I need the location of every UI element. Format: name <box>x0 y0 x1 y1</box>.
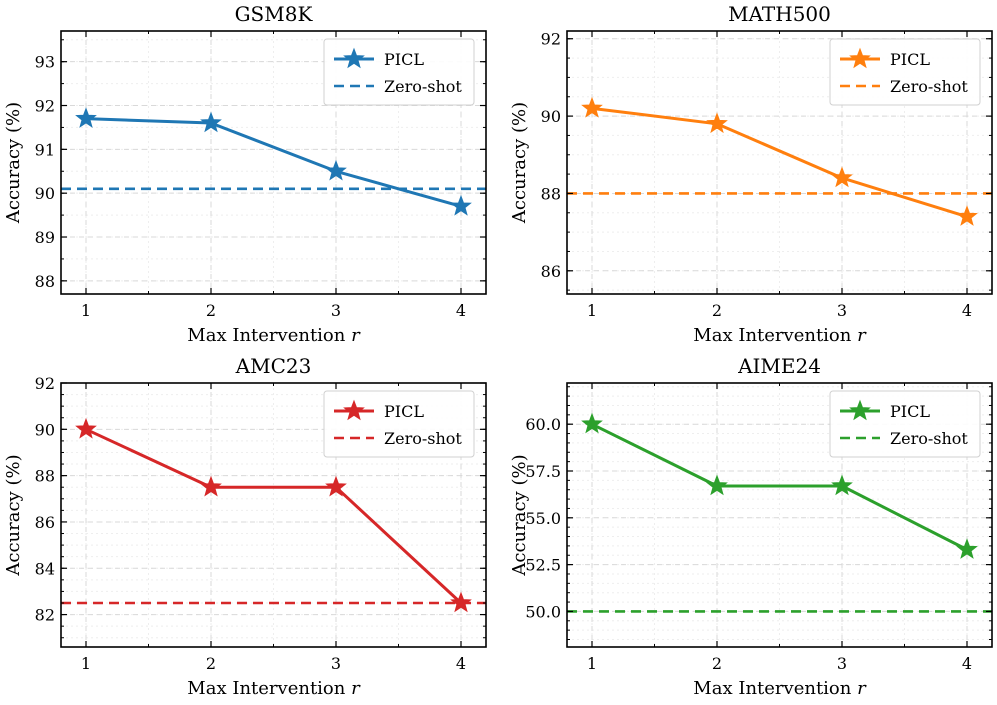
x-tick-label: 2 <box>206 654 216 673</box>
y-tick-label: 92 <box>35 374 55 393</box>
picl-series-line <box>85 117 462 208</box>
x-tick-label: 3 <box>837 654 847 673</box>
x-tick-label: 1 <box>81 301 91 320</box>
chart-title: MATH500 <box>728 2 831 26</box>
x-tick-label: 1 <box>587 654 597 673</box>
panel-math500: 1 2 3 4 86 88 90 92 MATH500 Max Intervention r Acc… <box>509 2 993 346</box>
y-tick-label: 90 <box>541 107 561 126</box>
y-tick-label: 92 <box>35 97 55 116</box>
x-tick-label: 4 <box>456 301 466 320</box>
y-tick-label: 88 <box>541 184 561 203</box>
picl-point-marker <box>450 591 472 613</box>
legend-picl-star-icon <box>343 399 365 421</box>
y-tick-label: 57.5 <box>525 462 561 481</box>
x-axis-label: Max Intervention r <box>693 325 867 346</box>
legend: PICL Zero-shot <box>829 390 981 458</box>
y-tick-label: 60.0 <box>525 415 561 434</box>
x-tick-label: 3 <box>837 301 847 320</box>
x-tick-label: 2 <box>712 301 722 320</box>
y-tick-label: 50.0 <box>525 602 561 621</box>
x-tick-label: 2 <box>206 301 216 320</box>
x-tick-label: 1 <box>81 654 91 673</box>
chart-title: AMC23 <box>235 354 312 378</box>
x-tick-label: 4 <box>456 654 466 673</box>
x-tick-label: 3 <box>331 301 341 320</box>
chart-title: GSM8K <box>235 2 314 26</box>
y-tick-label: 52.5 <box>525 556 561 575</box>
picl-point-marker <box>956 205 978 226</box>
legend-zero-shot-label: Zero-shot <box>384 429 462 448</box>
legend-picl-label: PICL <box>890 50 930 69</box>
picl-point-marker <box>325 475 347 497</box>
x-tick-label: 3 <box>331 654 341 673</box>
y-tick-label: 89 <box>35 228 55 247</box>
y-tick-label: 90 <box>35 184 55 203</box>
picl-point-marker <box>325 159 347 181</box>
y-axis-label: Accuracy (%) <box>509 454 530 576</box>
legend-picl-label: PICL <box>384 402 424 421</box>
legend: PICL Zero-shot <box>829 38 981 106</box>
picl-series-line <box>85 427 463 605</box>
picl-point-marker <box>450 194 472 216</box>
panel-aime24: 1 2 3 4 50.0 52.5 55.0 57.5 60.0 AIME24 Max Interv… <box>509 354 993 699</box>
panel-amc23: 1 2 3 4 82 84 86 88 90 92 AMC23 Max Intervention r A… <box>3 354 487 699</box>
picl-point-marker <box>831 166 853 188</box>
legend-picl-star-icon <box>849 47 871 69</box>
y-tick-label: 91 <box>35 140 55 159</box>
x-tick-label: 2 <box>712 654 722 673</box>
picl-point-marker <box>831 474 853 496</box>
picl-point-marker <box>706 474 728 496</box>
picl-point-marker <box>75 107 97 128</box>
picl-point-marker <box>200 111 222 133</box>
y-tick-label: 88 <box>35 272 55 291</box>
picl-series-line <box>591 106 968 219</box>
chart-title: AIME24 <box>737 354 821 378</box>
legend-picl-star-icon <box>849 399 871 421</box>
legend: PICL Zero-shot <box>323 390 475 458</box>
x-tick-label: 4 <box>962 654 972 673</box>
picl-series-line <box>591 422 968 551</box>
y-tick-label: 55.0 <box>525 509 561 528</box>
x-axis-label: Max Intervention r <box>693 678 867 699</box>
panel-gsm8k: 1 2 3 4 88 89 90 91 92 93 GSM8K Max Intervention r A… <box>3 2 487 346</box>
y-tick-label: 86 <box>35 513 55 532</box>
y-tick-label: 88 <box>35 467 55 486</box>
legend-zero-shot-label: Zero-shot <box>890 429 968 448</box>
picl-point-marker <box>956 538 978 559</box>
x-axis-label: Max Intervention r <box>187 678 361 699</box>
y-axis-label: Accuracy (%) <box>509 102 530 224</box>
y-tick-label: 90 <box>35 420 55 439</box>
picl-point-marker <box>200 475 222 497</box>
legend-zero-shot-label: Zero-shot <box>890 77 968 96</box>
picl-point-marker <box>581 412 603 434</box>
y-tick-label: 86 <box>541 262 561 281</box>
y-tick-label: 93 <box>35 53 55 72</box>
x-tick-label: 4 <box>962 301 972 320</box>
y-axis-label: Accuracy (%) <box>3 102 24 224</box>
y-axis-label: Accuracy (%) <box>3 454 24 576</box>
y-tick-label: 82 <box>35 606 55 625</box>
picl-point-marker <box>75 417 97 439</box>
y-tick-label: 84 <box>35 559 55 578</box>
x-tick-label: 1 <box>587 301 597 320</box>
legend-picl-star-icon <box>343 47 365 69</box>
legend-picl-label: PICL <box>890 402 930 421</box>
picl-point-marker <box>706 112 728 134</box>
legend: PICL Zero-shot <box>323 38 475 106</box>
picl-point-marker <box>581 96 603 118</box>
legend-picl-label: PICL <box>384 50 424 69</box>
x-axis-label: Max Intervention r <box>187 325 361 346</box>
legend-zero-shot-label: Zero-shot <box>384 77 462 96</box>
y-tick-label: 92 <box>541 30 561 49</box>
